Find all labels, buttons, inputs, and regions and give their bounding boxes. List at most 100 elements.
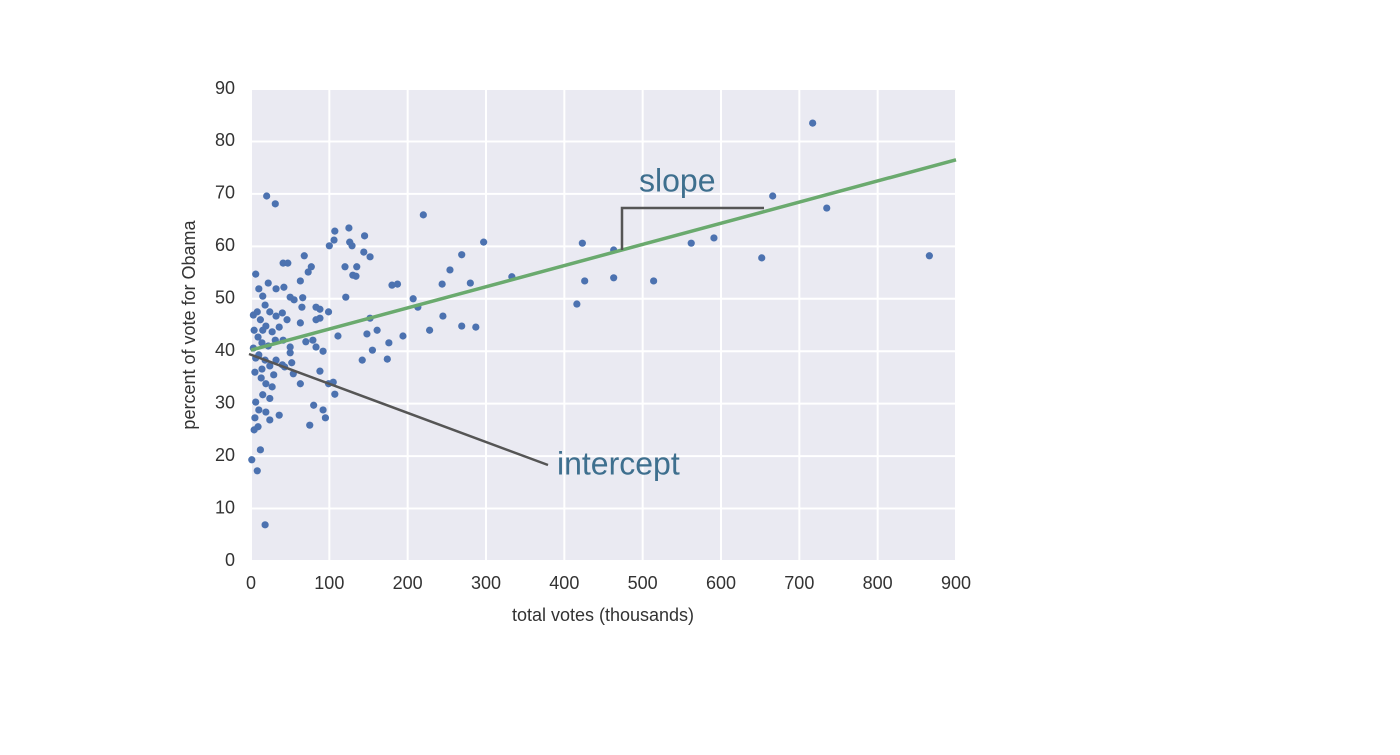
point <box>257 374 265 382</box>
x-tick-label: 600 <box>706 573 736 593</box>
point <box>383 355 391 363</box>
point <box>353 263 361 271</box>
point <box>266 416 274 424</box>
point <box>345 224 353 232</box>
point <box>366 253 374 261</box>
point <box>581 277 589 285</box>
point <box>823 204 831 212</box>
point <box>284 259 292 267</box>
point <box>710 234 718 242</box>
point <box>296 380 304 388</box>
point <box>393 280 402 288</box>
point <box>331 227 339 235</box>
point <box>925 252 933 260</box>
point <box>321 414 330 422</box>
point <box>426 326 434 334</box>
point <box>262 380 270 388</box>
point <box>299 294 307 302</box>
point <box>266 362 274 370</box>
point <box>341 263 349 271</box>
y-axis-label: percent of vote for Obama <box>179 219 199 429</box>
point <box>280 283 288 291</box>
point <box>283 316 291 324</box>
point <box>578 239 586 247</box>
slope-bracket <box>620 206 764 250</box>
point <box>286 349 294 357</box>
point <box>438 280 446 288</box>
point <box>248 456 256 464</box>
point <box>373 326 381 334</box>
point <box>272 356 280 364</box>
plot-area <box>251 89 956 561</box>
point <box>446 266 454 274</box>
point <box>758 254 766 262</box>
point <box>306 421 314 429</box>
point <box>271 200 279 208</box>
point <box>275 323 283 331</box>
x-tick-label: 300 <box>471 573 501 593</box>
point <box>261 521 269 529</box>
point <box>409 295 417 303</box>
point <box>258 339 266 347</box>
point <box>250 426 258 434</box>
point <box>249 311 257 319</box>
point <box>419 211 427 219</box>
point <box>650 277 658 285</box>
point <box>309 336 317 344</box>
y-tick-label: 80 <box>215 130 235 150</box>
point <box>325 242 333 250</box>
point <box>296 277 304 285</box>
point <box>334 332 342 340</box>
point <box>610 274 618 282</box>
x-tick-label: 0 <box>246 573 256 593</box>
point <box>266 394 274 403</box>
point <box>363 330 371 338</box>
point <box>310 401 318 409</box>
point <box>255 285 263 293</box>
point <box>466 279 474 287</box>
point <box>255 406 263 414</box>
x-tick-label: 900 <box>941 573 971 593</box>
point <box>458 322 466 330</box>
point <box>264 279 272 287</box>
point <box>272 312 280 320</box>
point <box>262 408 270 416</box>
point <box>270 371 278 379</box>
point <box>368 346 377 354</box>
point <box>458 251 466 259</box>
y-tick-label: 10 <box>215 497 235 517</box>
point <box>307 263 315 271</box>
point <box>319 406 327 414</box>
point <box>275 411 283 419</box>
fit-line <box>250 158 957 352</box>
point <box>259 391 267 399</box>
point <box>769 192 777 200</box>
point <box>302 338 310 346</box>
intercept-pointer <box>248 352 549 467</box>
point <box>316 367 324 375</box>
point <box>252 270 260 278</box>
point <box>304 268 312 276</box>
y-tick-label: 50 <box>215 288 235 308</box>
point <box>300 252 308 260</box>
point <box>286 343 294 351</box>
y-tick-label: 0 <box>225 550 235 570</box>
point <box>312 343 320 351</box>
point <box>385 339 393 347</box>
point <box>360 248 368 256</box>
point <box>272 285 280 293</box>
point <box>358 356 366 364</box>
point <box>263 192 271 200</box>
point <box>278 309 286 317</box>
point <box>288 359 296 367</box>
point <box>254 333 262 341</box>
point <box>312 303 320 311</box>
point <box>319 347 327 355</box>
point <box>331 390 339 398</box>
point <box>258 365 266 373</box>
annotation: slope <box>639 162 716 198</box>
point <box>251 368 259 376</box>
y-tick-label: 90 <box>215 78 235 98</box>
point <box>256 316 264 324</box>
